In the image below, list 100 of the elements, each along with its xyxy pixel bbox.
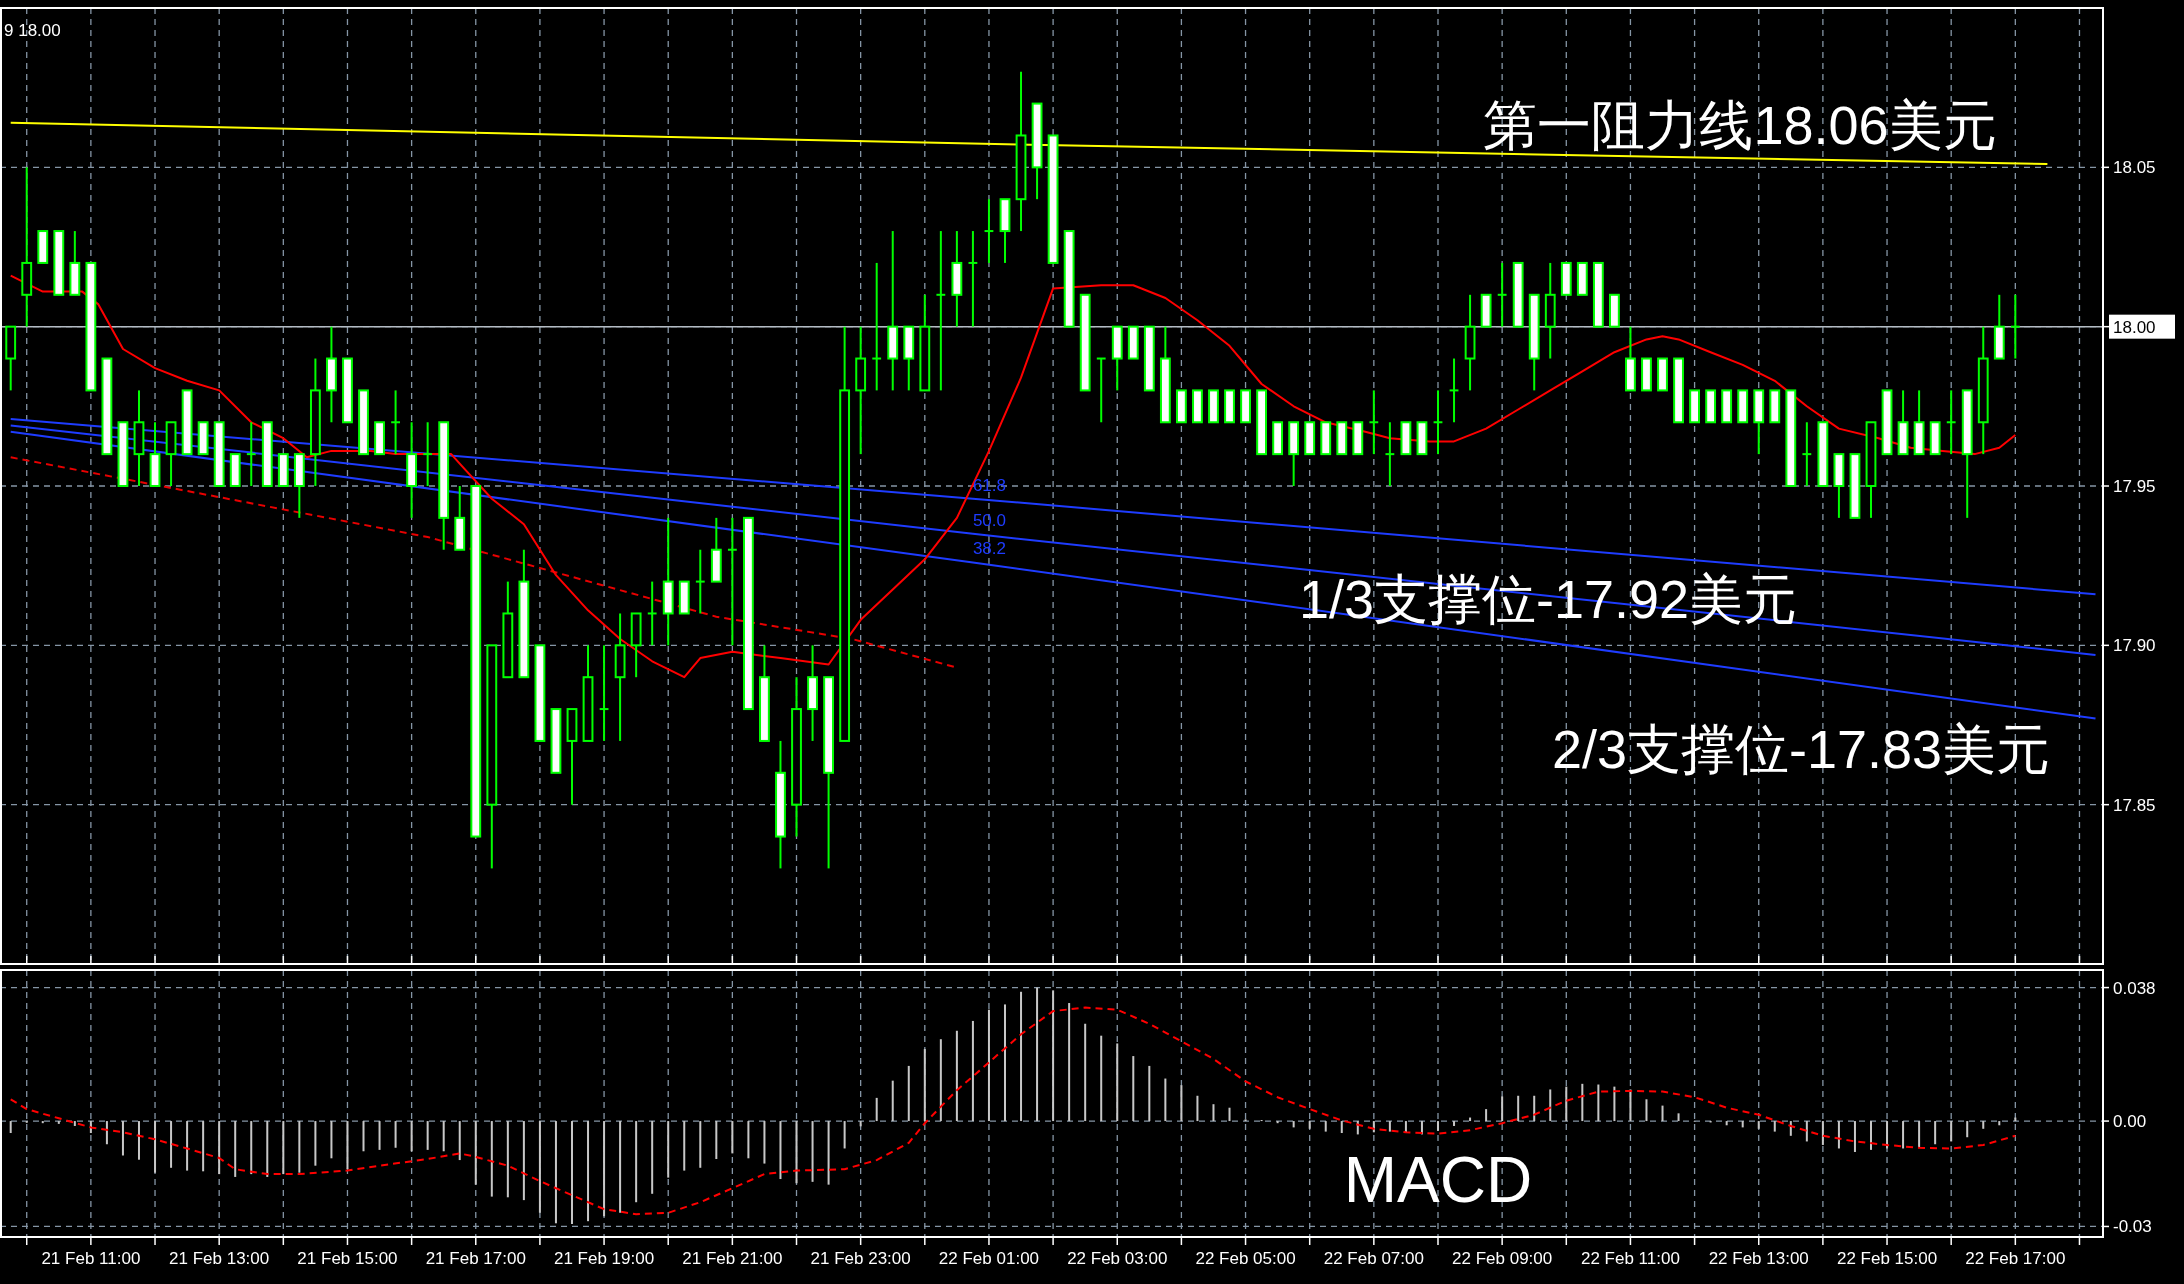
bar xyxy=(394,1121,397,1148)
bar xyxy=(1950,1121,1953,1142)
bar xyxy=(234,1121,237,1177)
bar xyxy=(891,1080,894,1122)
bar xyxy=(1501,1096,1504,1122)
bar xyxy=(1886,1121,1889,1149)
y-tick-label: 18.00 xyxy=(2113,317,2156,337)
series-label: 50.0 xyxy=(972,510,1007,530)
bar xyxy=(1036,987,1039,1122)
x-tick-label: 22 Feb 03:00 xyxy=(1067,1249,1168,1268)
bar xyxy=(1148,1065,1151,1122)
x-tick-label: 22 Feb 17:00 xyxy=(1965,1249,2066,1268)
bar xyxy=(1629,1089,1632,1122)
bar xyxy=(1212,1104,1215,1122)
bar xyxy=(170,1121,173,1168)
bar xyxy=(426,1121,429,1150)
bar xyxy=(1436,1121,1439,1131)
x-tick-label: 22 Feb 15:00 xyxy=(1836,1249,1938,1268)
x-tick-label: 21 Feb 13:00 xyxy=(169,1249,270,1268)
x-tick-label: 22 Feb 07:00 xyxy=(1323,1249,1424,1268)
bar xyxy=(1677,1113,1680,1122)
bar xyxy=(522,1121,525,1201)
y-tick-label: 17.95 xyxy=(2113,477,2156,496)
bar xyxy=(538,1121,541,1213)
bar xyxy=(121,1121,124,1156)
series-label: 61.8 xyxy=(972,475,1007,495)
bar xyxy=(137,1121,140,1160)
x-tick-label: 21 Feb 23:00 xyxy=(810,1249,911,1268)
bar xyxy=(250,1121,253,1175)
series-label: 38.2 xyxy=(972,539,1007,559)
bar xyxy=(1870,1121,1872,1150)
bar xyxy=(1821,1121,1824,1145)
bar xyxy=(1998,1121,2001,1126)
bar xyxy=(763,1121,766,1164)
bar xyxy=(1902,1121,1905,1149)
bar xyxy=(1645,1099,1648,1122)
bar xyxy=(1581,1083,1584,1122)
bar xyxy=(1837,1121,1840,1149)
bar xyxy=(73,1121,76,1126)
bar xyxy=(458,1121,461,1161)
x-tick-label: 22 Feb 11:00 xyxy=(1580,1249,1680,1268)
bar xyxy=(1966,1121,1969,1138)
bar xyxy=(218,1121,221,1175)
bar xyxy=(1982,1121,1985,1129)
bar xyxy=(1164,1078,1167,1122)
bar xyxy=(1340,1121,1343,1134)
bar xyxy=(875,1097,878,1122)
bar xyxy=(587,1121,590,1222)
bar xyxy=(843,1121,846,1149)
bar xyxy=(314,1121,317,1166)
bar xyxy=(57,1121,60,1124)
bar xyxy=(731,1121,734,1154)
x-tick-label: 21 Feb 17:00 xyxy=(425,1249,526,1268)
bar xyxy=(1084,1023,1087,1122)
x-tick-label: 22 Feb 05:00 xyxy=(1195,1249,1296,1268)
bar xyxy=(827,1121,830,1185)
bar xyxy=(1228,1107,1231,1122)
bar xyxy=(1565,1086,1568,1122)
bar xyxy=(811,1121,814,1182)
bar xyxy=(635,1121,638,1203)
bar xyxy=(939,1039,942,1122)
bar xyxy=(683,1121,686,1171)
y-tick-label: 18.05 xyxy=(2113,158,2156,178)
x-tick-label: 21 Feb 15:00 xyxy=(297,1249,398,1268)
bar xyxy=(1934,1121,1937,1145)
bar xyxy=(1485,1109,1488,1122)
bar xyxy=(186,1121,189,1171)
bar xyxy=(907,1065,910,1122)
bar xyxy=(1517,1095,1520,1122)
y-tick-label: 0.00 xyxy=(2113,1112,2147,1132)
bar xyxy=(603,1121,606,1217)
bar xyxy=(41,1121,44,1124)
bar xyxy=(971,1020,974,1122)
bar xyxy=(1805,1121,1808,1142)
bar xyxy=(1597,1084,1600,1122)
bar xyxy=(9,1121,12,1134)
bar xyxy=(1661,1105,1664,1122)
bar xyxy=(1613,1086,1616,1122)
bar xyxy=(570,1121,573,1225)
x-tick-label: 21 Feb 11:00 xyxy=(41,1249,141,1268)
y-tick-label: 17.90 xyxy=(2113,636,2156,656)
bar xyxy=(1292,1121,1295,1128)
bar xyxy=(298,1121,301,1173)
bar xyxy=(1003,1004,1006,1122)
bar xyxy=(795,1121,798,1184)
bar xyxy=(1020,991,1023,1122)
annotation: 9 18.00 xyxy=(4,20,61,40)
bar xyxy=(747,1121,750,1159)
bar xyxy=(202,1121,205,1172)
bar xyxy=(955,1030,958,1122)
bar xyxy=(1773,1121,1776,1132)
bar xyxy=(699,1121,702,1168)
bar xyxy=(1116,1043,1119,1122)
bar xyxy=(1549,1089,1552,1122)
bar xyxy=(1132,1056,1135,1122)
bar xyxy=(362,1121,365,1152)
bar xyxy=(715,1121,718,1160)
bar xyxy=(442,1121,445,1152)
bar xyxy=(1180,1085,1183,1122)
bar xyxy=(987,1009,990,1122)
